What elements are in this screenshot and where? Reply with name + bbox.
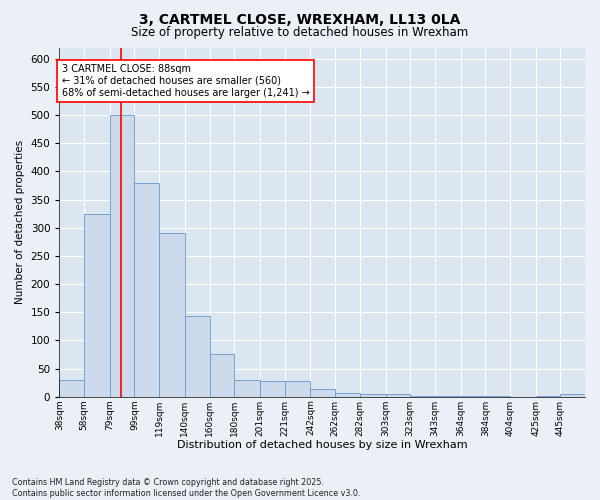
Bar bbox=[386, 394, 410, 396]
Bar bbox=[134, 182, 159, 396]
Bar bbox=[335, 394, 360, 396]
Text: Size of property relative to detached houses in Wrexham: Size of property relative to detached ho… bbox=[131, 26, 469, 39]
Bar bbox=[209, 354, 234, 397]
Bar bbox=[159, 234, 185, 396]
X-axis label: Distribution of detached houses by size in Wrexham: Distribution of detached houses by size … bbox=[177, 440, 467, 450]
Bar bbox=[284, 381, 310, 396]
Text: 3 CARTMEL CLOSE: 88sqm
← 31% of detached houses are smaller (560)
68% of semi-de: 3 CARTMEL CLOSE: 88sqm ← 31% of detached… bbox=[62, 64, 310, 98]
Y-axis label: Number of detached properties: Number of detached properties bbox=[15, 140, 25, 304]
Text: 3, CARTMEL CLOSE, WREXHAM, LL13 0LA: 3, CARTMEL CLOSE, WREXHAM, LL13 0LA bbox=[139, 12, 461, 26]
Bar bbox=[84, 214, 110, 396]
Bar bbox=[560, 394, 585, 396]
Text: Contains HM Land Registry data © Crown copyright and database right 2025.
Contai: Contains HM Land Registry data © Crown c… bbox=[12, 478, 361, 498]
Bar bbox=[310, 389, 335, 396]
Bar bbox=[360, 394, 386, 396]
Bar bbox=[59, 380, 84, 396]
Bar bbox=[234, 380, 260, 396]
Bar bbox=[110, 115, 134, 396]
Bar bbox=[185, 316, 209, 396]
Bar bbox=[260, 381, 284, 396]
